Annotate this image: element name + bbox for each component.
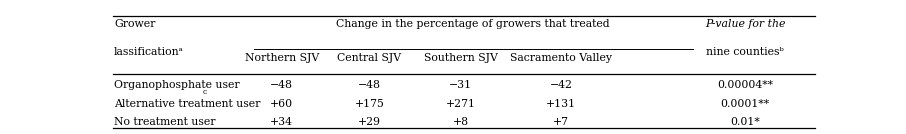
- Text: No treatment user: No treatment user: [114, 117, 216, 127]
- Text: +7: +7: [554, 117, 569, 127]
- Text: 0.0001**: 0.0001**: [720, 99, 770, 109]
- Text: Southern SJV: Southern SJV: [424, 53, 497, 63]
- Text: c: c: [203, 88, 207, 96]
- Text: Sacramento Valley: Sacramento Valley: [510, 53, 612, 63]
- Text: lassificationᵃ: lassificationᵃ: [114, 47, 184, 57]
- Text: +131: +131: [546, 99, 576, 109]
- Text: −31: −31: [449, 80, 472, 90]
- Text: Change in the percentage of growers that treated: Change in the percentage of growers that…: [336, 19, 610, 29]
- Text: +60: +60: [270, 99, 294, 109]
- Text: P-value for the: P-value for the: [705, 19, 786, 29]
- Text: +271: +271: [446, 99, 476, 109]
- Text: +29: +29: [358, 117, 381, 127]
- Text: Grower: Grower: [114, 19, 155, 29]
- Text: +34: +34: [270, 117, 294, 127]
- Text: 0.01*: 0.01*: [730, 117, 760, 127]
- Text: Northern SJV: Northern SJV: [245, 53, 319, 63]
- Text: −48: −48: [270, 80, 294, 90]
- Text: Central SJV: Central SJV: [337, 53, 401, 63]
- Text: Organophosphate user: Organophosphate user: [114, 80, 239, 90]
- Text: nine countiesᵇ: nine countiesᵇ: [707, 47, 784, 57]
- Text: 0.00004**: 0.00004**: [718, 80, 773, 90]
- Text: +175: +175: [354, 99, 384, 109]
- Text: +8: +8: [453, 117, 469, 127]
- Text: Alternative treatment user: Alternative treatment user: [114, 99, 260, 109]
- Text: −42: −42: [550, 80, 573, 90]
- Text: −48: −48: [358, 80, 381, 90]
